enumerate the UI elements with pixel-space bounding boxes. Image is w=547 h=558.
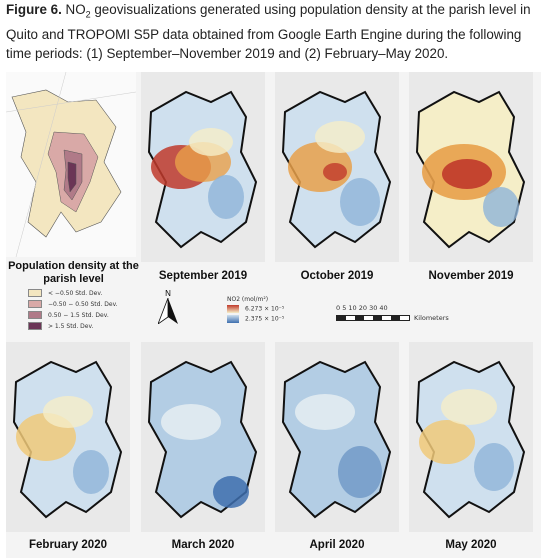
population-legend-item: −0.50 − 0.50 Std. Dev. bbox=[28, 300, 141, 308]
no2-low-swatch bbox=[227, 315, 239, 323]
north-arrow: N bbox=[157, 289, 178, 326]
scale-unit: Kilometers bbox=[414, 314, 449, 322]
figure-area: Population density at the parish level <… bbox=[6, 72, 541, 558]
north-arrow-icon bbox=[157, 297, 178, 326]
population-legend-item: < −0.50 Std. Dev. bbox=[28, 289, 141, 297]
panel-title: May 2020 bbox=[445, 539, 497, 551]
no2-legend-title: NO2 (mol/m²) bbox=[227, 296, 269, 303]
scale-bar-graphic bbox=[336, 315, 410, 321]
figure-label: Figure 6. bbox=[6, 2, 62, 17]
no2-high-label: 6.273 × 10⁻⁵ bbox=[245, 305, 285, 313]
legend-label: 0.50 − 1.5 Std. Dev. bbox=[48, 311, 109, 319]
panel-title: April 2020 bbox=[309, 539, 365, 551]
legend-swatch bbox=[28, 311, 42, 319]
scale-bar: 0 5 10 20 30 40 Kilometers bbox=[336, 304, 449, 322]
population-legend-item: 0.50 − 1.5 Std. Dev. bbox=[28, 311, 141, 319]
no2-low-label: 2.375 × 10⁻⁵ bbox=[245, 315, 285, 323]
no2-high-swatch bbox=[227, 305, 239, 313]
caption-text-b: geovisualizations generated using popula… bbox=[6, 2, 531, 61]
map-panel-may-2020 bbox=[409, 342, 533, 532]
panel-title: September 2019 bbox=[158, 270, 248, 282]
map-panel-october-2019 bbox=[275, 72, 399, 262]
no2-legend: NO2 (mol/m²) 6.273 × 10⁻⁵ 2.375 × 10⁻⁵ bbox=[227, 296, 284, 323]
map-panel-april-2020 bbox=[275, 342, 399, 532]
map-panel-february-2020 bbox=[6, 342, 130, 532]
panel-title: October 2019 bbox=[300, 270, 374, 282]
north-label: N bbox=[165, 289, 171, 298]
legend-label: < −0.50 Std. Dev. bbox=[48, 289, 103, 297]
population-legend-item: > 1.5 Std. Dev. bbox=[28, 322, 141, 330]
population-map bbox=[6, 72, 136, 257]
caption-text-a: NO bbox=[61, 2, 86, 17]
panel-title: November 2019 bbox=[428, 270, 514, 282]
map-panel-november-2019 bbox=[409, 72, 533, 262]
caption-sub: 2 bbox=[85, 9, 91, 20]
legend-label: −0.50 − 0.50 Std. Dev. bbox=[48, 300, 118, 308]
panel-title: March 2020 bbox=[171, 539, 235, 551]
map-panel-september-2019 bbox=[141, 72, 265, 262]
legend-label: > 1.5 Std. Dev. bbox=[48, 322, 94, 330]
map-panel-march-2020 bbox=[141, 342, 265, 532]
scale-ticks: 0 5 10 20 30 40 bbox=[336, 304, 388, 312]
panel-title: February 2020 bbox=[29, 539, 107, 551]
population-legend: Population density at the parish level <… bbox=[6, 260, 141, 330]
legend-swatch bbox=[28, 300, 42, 308]
legend-swatch bbox=[28, 322, 42, 330]
figure-caption: Figure 6. NO2 geovisualizations generate… bbox=[6, 0, 541, 63]
population-legend-title: Population density at the parish level bbox=[8, 260, 139, 285]
legend-swatch bbox=[28, 289, 42, 297]
